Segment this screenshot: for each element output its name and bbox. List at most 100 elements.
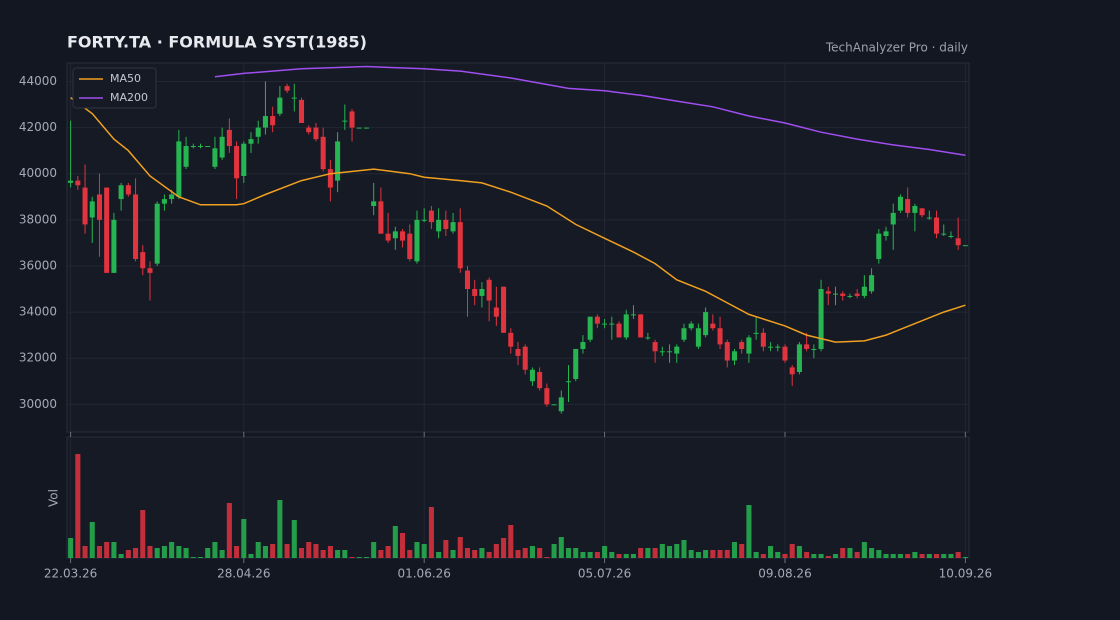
volume-bar — [674, 544, 680, 558]
volume-bar — [630, 554, 636, 558]
y-tick-label: 38000 — [19, 212, 57, 226]
volume-bar — [869, 548, 875, 558]
candle-body — [335, 141, 341, 181]
candle-body — [421, 219, 427, 221]
volume-bar — [565, 548, 572, 558]
volume-bars — [68, 454, 968, 558]
volume-bar — [962, 557, 968, 558]
volume-bar — [544, 557, 550, 558]
candle-body — [436, 219, 442, 232]
volume-bar — [832, 554, 839, 558]
y-tick-label: 30000 — [19, 397, 57, 411]
candle-body — [522, 346, 528, 370]
candle-body — [558, 397, 564, 412]
volume-bar — [436, 552, 442, 558]
volume-bar — [371, 542, 377, 558]
legend-label: MA50 — [110, 72, 141, 85]
candle-body — [68, 180, 74, 183]
candle-body — [948, 235, 954, 237]
volume-bar — [760, 554, 766, 558]
candle-body — [674, 346, 680, 354]
volume-bar — [941, 554, 947, 558]
candle-body — [782, 346, 788, 361]
volume-bar — [486, 552, 492, 558]
volume-bar — [262, 546, 268, 558]
candle-body — [688, 323, 694, 329]
candle-body — [890, 212, 896, 225]
volume-bar — [522, 548, 528, 558]
candle-body — [248, 139, 254, 144]
candle-body — [291, 97, 297, 99]
candle-body — [205, 146, 211, 148]
volume-bar — [421, 544, 427, 558]
candle-body — [710, 323, 716, 329]
moving-averages — [70, 65, 966, 343]
volume-bar — [306, 542, 312, 558]
volume-bar — [104, 542, 110, 558]
candle-body — [486, 279, 492, 301]
candle-body — [832, 293, 839, 295]
candle-body — [508, 332, 514, 347]
volume-bar — [335, 550, 341, 558]
volume-bar — [428, 507, 434, 558]
volume-bar — [537, 548, 543, 558]
candle-body — [169, 194, 175, 200]
candle-body — [75, 180, 81, 186]
candle-body — [212, 148, 218, 167]
candle-body — [623, 314, 629, 338]
candle-body — [869, 275, 875, 292]
candle-body — [392, 231, 398, 239]
candle-body — [955, 238, 961, 246]
volume-bar — [226, 503, 232, 558]
volume-bar — [349, 557, 355, 558]
candle-body — [731, 351, 738, 361]
candle-body — [630, 314, 636, 316]
candle-body — [270, 116, 276, 126]
volume-bar — [667, 546, 673, 558]
candle-body — [450, 222, 456, 232]
volume-bar — [385, 546, 391, 558]
candle-body — [82, 187, 88, 225]
candle-body — [905, 199, 911, 213]
candle-body — [327, 169, 333, 188]
candle-body — [919, 208, 925, 216]
candle-body — [602, 323, 608, 325]
candle-body — [104, 187, 110, 273]
candle-body — [789, 367, 795, 375]
price-panel — [66, 62, 970, 433]
volume-bar — [638, 548, 644, 558]
candle-body — [298, 99, 305, 123]
candle-body — [428, 210, 434, 223]
volume-bar — [594, 552, 600, 558]
volume-bar — [573, 548, 579, 558]
volume-bar — [125, 550, 131, 558]
candle-body — [544, 388, 550, 405]
volume-bar — [861, 542, 867, 558]
candle-body — [183, 146, 189, 167]
volume-bar — [811, 554, 817, 558]
candle-body — [147, 268, 153, 273]
candle-body — [739, 342, 745, 349]
volume-bar — [111, 542, 117, 558]
candle-body — [825, 291, 831, 294]
volume-bar — [82, 546, 88, 558]
volume-bar — [515, 550, 521, 558]
volume-bar — [955, 552, 961, 558]
candle-body — [840, 293, 846, 296]
volume-bar — [75, 454, 81, 558]
volume-bar — [241, 519, 247, 558]
source-label: TechAnalyzer Pro · daily — [825, 41, 968, 55]
candle-body — [118, 185, 124, 200]
candle-body — [804, 344, 810, 349]
volume-bar — [392, 526, 398, 558]
candle-body — [775, 346, 781, 348]
volume-bar — [342, 550, 348, 558]
volume-bar — [580, 552, 586, 558]
volume-bar — [934, 554, 940, 558]
volume-panel — [66, 436, 970, 559]
candle-body — [724, 342, 730, 361]
volume-bar — [298, 548, 305, 558]
candle-body — [255, 127, 261, 137]
volume-bar — [450, 550, 456, 558]
candle-body — [96, 194, 102, 220]
